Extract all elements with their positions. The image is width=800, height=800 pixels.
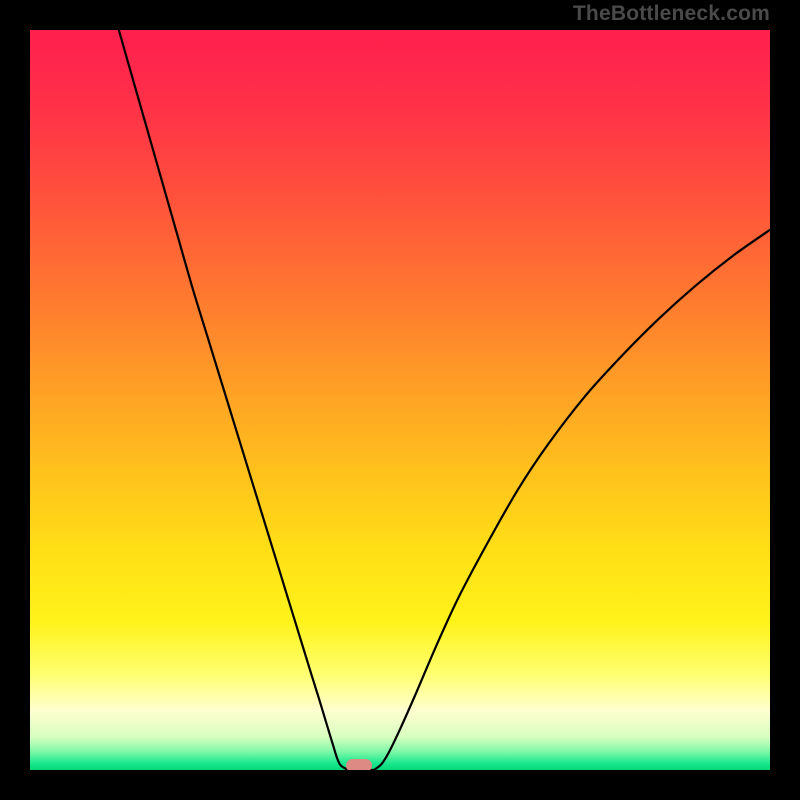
curve-right-branch	[374, 230, 770, 770]
watermark-text: TheBottleneck.com	[573, 2, 770, 26]
curve-left-branch	[119, 30, 348, 770]
bottleneck-curve	[30, 30, 770, 770]
chart-container: TheBottleneck.com	[0, 0, 800, 800]
plot-area	[30, 30, 770, 770]
minimum-marker	[346, 759, 372, 770]
